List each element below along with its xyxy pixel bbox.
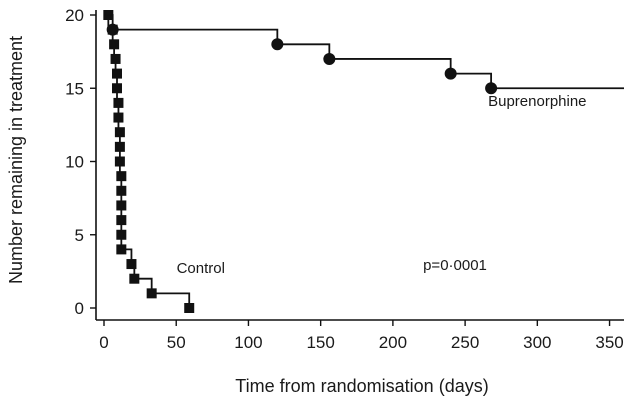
x-tick-label: 200	[379, 333, 407, 352]
annotation-control: Control	[177, 260, 225, 277]
data-point-buprenorphine	[323, 52, 336, 65]
data-point-control	[126, 259, 137, 270]
y-tick-label: 20	[65, 6, 84, 25]
x-tick-label: 300	[523, 333, 551, 352]
data-point-control	[129, 273, 140, 284]
data-point-control	[114, 127, 125, 138]
annotation-p-value: p=0·0001	[423, 257, 487, 274]
x-axis-title: Time from randomisation (days)	[235, 376, 488, 396]
data-point-buprenorphine	[444, 67, 457, 80]
data-point-control	[112, 83, 122, 94]
data-point-control	[112, 68, 122, 79]
data-point-control	[116, 200, 127, 211]
annotation-buprenorphine: Buprenorphine	[488, 93, 586, 110]
data-point-control	[184, 303, 195, 313]
data-point-control	[116, 171, 127, 182]
data-point-control	[113, 97, 124, 108]
ticks-layer: 0 50 100 150 200 250 300 350 0 5 10 15 20	[65, 6, 624, 352]
axes	[95, 10, 624, 321]
data-point-control	[109, 39, 120, 50]
x-tick-label: 0	[99, 333, 108, 352]
y-tick-label: 10	[65, 153, 84, 172]
data-point-control	[116, 185, 127, 196]
x-tick-label: 50	[167, 333, 186, 352]
data-point-control	[116, 244, 127, 255]
y-tick-label: 5	[75, 226, 84, 245]
x-tick-label: 100	[234, 333, 262, 352]
data-point-control	[116, 229, 127, 240]
x-tick-label: 250	[451, 333, 479, 352]
data-point-control	[116, 215, 127, 226]
y-axis-title: Number remaining in treatment	[6, 36, 26, 284]
x-tick-label: 150	[306, 333, 334, 352]
x-tick-label: 350	[595, 333, 623, 352]
series-layer	[103, 10, 624, 313]
data-point-buprenorphine	[485, 82, 498, 95]
data-point-control	[114, 141, 125, 152]
data-point-buprenorphine	[271, 38, 284, 51]
y-tick-label: 0	[75, 299, 84, 318]
data-point-control	[146, 288, 157, 299]
data-point-control	[110, 53, 121, 64]
data-point-control	[113, 112, 124, 123]
data-point-control	[114, 156, 125, 167]
data-point-buprenorphine	[106, 23, 119, 36]
y-tick-label: 15	[65, 79, 84, 98]
